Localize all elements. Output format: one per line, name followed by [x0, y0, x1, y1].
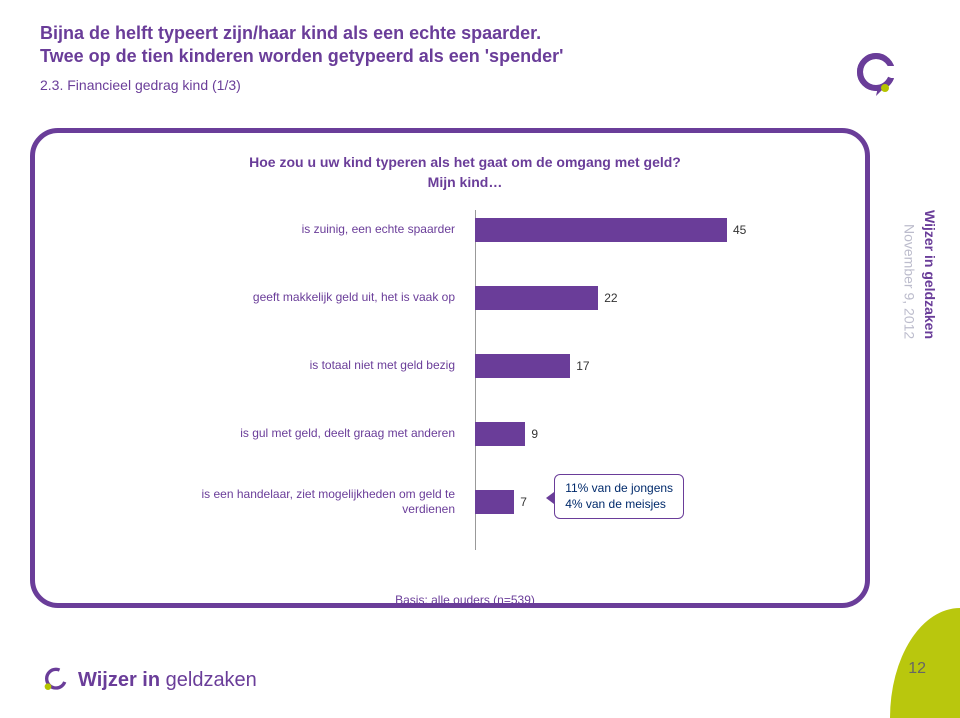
- footer-logo-part2: geldzaken: [166, 669, 257, 691]
- content-inner: Hoe zou u uw kind typeren als het gaat o…: [105, 153, 825, 583]
- subtitle: 2.3. Financieel gedrag kind (1/3): [40, 77, 740, 93]
- chart-row: is zuinig, een echte spaarder 45: [165, 210, 765, 250]
- bar: [475, 218, 727, 242]
- bar-value: 9: [525, 422, 538, 446]
- slide: Bijna de helft typeert zijn/haar kind al…: [0, 0, 960, 718]
- callout-line1: 11% van de jongens: [565, 481, 673, 495]
- basis-note: Basis: alle ouders (n=539): [315, 593, 615, 607]
- callout: 11% van de jongens 4% van de meisjes: [554, 474, 684, 519]
- side-date: November 9, 2012: [901, 224, 918, 339]
- brand-icon: [852, 50, 900, 98]
- bar-value: 7: [514, 490, 527, 514]
- bar-label: is zuinig, een echte spaarder: [165, 210, 465, 250]
- footer-logo-part1: Wijzer in: [78, 669, 160, 691]
- bar-value: 45: [727, 218, 746, 242]
- chart-title: Hoe zou u uw kind typeren als het gaat o…: [165, 153, 765, 192]
- footer-logo: Wijzer in geldzaken: [40, 664, 257, 696]
- bar-label: is totaal niet met geld bezig: [165, 346, 465, 386]
- bar-zone: 22: [475, 286, 755, 310]
- bar: [475, 422, 525, 446]
- bar-value: 17: [570, 354, 589, 378]
- side-text: November 9, 2012 Wijzer in geldzaken: [901, 210, 938, 343]
- footer-logo-icon: [40, 664, 72, 696]
- bar-value: 22: [598, 286, 617, 310]
- bar-label: geeft makkelijk geld uit, het is vaak op: [165, 278, 465, 318]
- page-number: 12: [908, 660, 926, 678]
- chart-row: is totaal niet met geld bezig 17: [165, 346, 765, 386]
- content-frame: Hoe zou u uw kind typeren als het gaat o…: [30, 128, 870, 608]
- bar-zone: 45: [475, 218, 755, 242]
- title-block: Bijna de helft typeert zijn/haar kind al…: [40, 22, 740, 93]
- chart-row: geeft makkelijk geld uit, het is vaak op…: [165, 278, 765, 318]
- bar-label: is gul met geld, deelt graag met anderen: [165, 414, 465, 454]
- chart-row: is gul met geld, deelt graag met anderen…: [165, 414, 765, 454]
- footer-logo-text: Wijzer in geldzaken: [78, 669, 257, 692]
- bar-zone: 9: [475, 422, 755, 446]
- bar: [475, 354, 570, 378]
- bar-chart: is zuinig, een echte spaarder 45 geeft mak…: [165, 210, 765, 550]
- side-brand: Wijzer in geldzaken: [921, 210, 938, 339]
- callout-tail: [546, 492, 554, 504]
- bar-zone: 17: [475, 354, 755, 378]
- bar: [475, 286, 598, 310]
- callout-line2: 4% van de meisjes: [565, 497, 666, 511]
- chart-title-line1: Hoe zou u uw kind typeren als het gaat o…: [249, 154, 681, 170]
- chart-title-line2: Mijn kind…: [428, 174, 503, 190]
- bar: [475, 490, 514, 514]
- bar-label: is een handelaar, ziet mogelijkheden om …: [165, 482, 465, 522]
- title-line-2: Twee op de tien kinderen worden getypeer…: [40, 45, 740, 68]
- title-line-1: Bijna de helft typeert zijn/haar kind al…: [40, 22, 740, 45]
